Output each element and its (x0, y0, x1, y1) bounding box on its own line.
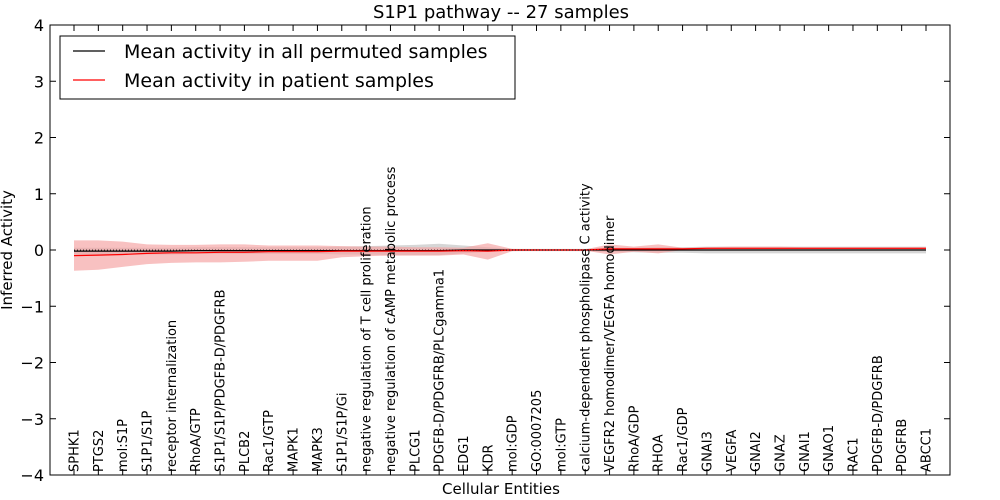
x-tick-label: mol:GDP (506, 415, 521, 472)
x-tick-label: mol:S1P (116, 419, 131, 472)
x-tick-label: GNAI1 (798, 431, 813, 472)
x-tick-label: ABCC1 (920, 428, 935, 472)
x-tick-label: negative regulation of T cell proliferat… (360, 206, 375, 472)
x-tick-label: RAC1 (847, 437, 862, 472)
axes: 4 3 2 1 0 −1 −2 −3 −4 (20, 16, 951, 485)
x-tick-label: calcium-dependent phospholipase C activi… (579, 183, 594, 472)
x-tick-label: PDGFB-D/PDGFRB/PLCgamma1 (433, 269, 448, 472)
x-tick-label: S1P1/S1P (141, 410, 156, 472)
x-tick-label: RHOA (652, 434, 667, 472)
confidence-bands (74, 240, 926, 271)
x-tick-label: GNAO1 (822, 425, 837, 472)
legend-label-permuted: Mean activity in all permuted samples (124, 41, 487, 63)
y-tick-label: −3 (20, 410, 44, 429)
band-patient (74, 240, 926, 271)
legend-label-patient: Mean activity in patient samples (124, 70, 434, 92)
x-tick-label: PTGS2 (92, 430, 107, 472)
y-tick-label: 4 (34, 16, 44, 35)
x-tick-label: Rac1/GDP (676, 407, 691, 472)
x-tick-label: RhoA/GDP (627, 405, 642, 472)
chart-title: S1P1 pathway -- 27 samples (373, 2, 629, 23)
x-tick-label: PLCG1 (408, 429, 423, 472)
x-tick-label: VEGFA (725, 430, 740, 472)
line-patient (73, 247, 926, 257)
y-tick-label: 3 (34, 72, 44, 91)
x-tick-label: MAPK3 (311, 427, 326, 472)
y-tick-label: 0 (34, 241, 44, 260)
x-tick-label: KDR (481, 444, 496, 472)
x-axis-label: Cellular Entities (442, 480, 560, 498)
y-tick-label: 1 (34, 185, 44, 204)
x-tick-label: Rac1/GTP (262, 410, 277, 472)
x-tick-label: GNAI3 (700, 431, 715, 472)
y-axis-label: Inferred Activity (0, 190, 16, 310)
legend-frame (59, 35, 516, 100)
x-tick-label: GO:0007205 (530, 390, 545, 472)
x-tick-label: PDGFRB (895, 419, 910, 472)
y-tick-label: −4 (20, 466, 44, 485)
x-tick-label: SPHK1 (68, 429, 83, 472)
x-tick-label: negative regulation of cAMP metabolic pr… (384, 166, 399, 472)
x-tick-label: mol:GTP (554, 418, 569, 472)
x-tick-label: GNAI2 (749, 431, 764, 472)
legend: Mean activity in all permuted samples Me… (59, 35, 516, 100)
x-tick-label: GNAZ (773, 434, 788, 472)
y-tick-label: 2 (34, 129, 44, 148)
x-tick-label: MAPK1 (287, 427, 302, 472)
x-tick-label: S1P1/S1P/Gi (335, 393, 350, 472)
x-tick-label: PDGFB-D/PDGFRB (871, 355, 886, 472)
x-tick-label: PLCB2 (238, 431, 253, 472)
x-tick-label: receptor internalization (165, 320, 180, 472)
x-tick-label: VEGFR2 homodimer/VEGFA homodimer (603, 215, 618, 472)
x-tick-label: RhoA/GTP (189, 408, 204, 472)
x-tick-label: EDG1 (457, 435, 472, 472)
x-tick-label: S1P1/S1P/PDGFB-D/PDGFRB (214, 289, 229, 472)
series-lines (73, 247, 926, 257)
y-tick-label: −2 (20, 354, 44, 373)
y-tick-label: −1 (20, 297, 44, 316)
x-tick-labels: SPHK1 PTGS2 mol:S1P S1P1/S1P receptor intern… (68, 166, 935, 472)
